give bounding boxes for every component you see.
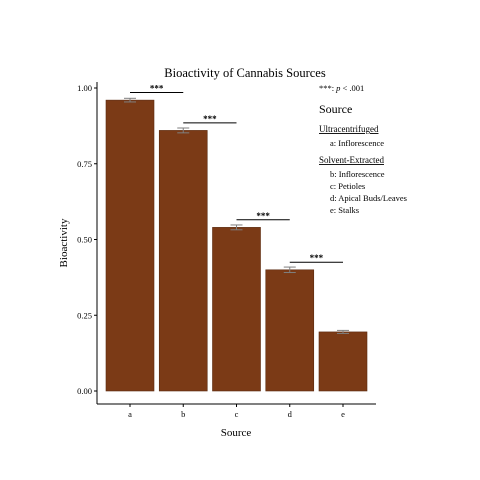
- significance-note-stars: ***:: [319, 83, 334, 93]
- significance-label: ***: [203, 114, 217, 124]
- y-tick-label: 0.50: [77, 235, 92, 245]
- legend-group-heading: Solvent-Extracted: [319, 155, 384, 165]
- bar-e: [318, 331, 368, 392]
- y-tick-label: 1.00: [77, 83, 92, 93]
- bars: [105, 99, 368, 392]
- significance-note-italic: p: [335, 83, 340, 93]
- significance-label: ***: [150, 84, 164, 94]
- x-tick-label: b: [181, 409, 185, 419]
- legend-item: b: Inflorescence: [330, 169, 385, 179]
- bar-c: [212, 227, 261, 392]
- y-tick-label: 0.00: [77, 386, 92, 396]
- x-tick-label: e: [341, 409, 345, 419]
- legend-item: a: Inflorescence: [330, 138, 384, 148]
- y-axis-label: Bioactivity: [58, 218, 70, 267]
- legend-title: Source: [319, 102, 352, 116]
- legend-item: d: Apical Buds/Leaves: [330, 193, 407, 203]
- bar-a: [105, 99, 155, 392]
- x-axis-label: Source: [221, 427, 252, 439]
- legend-item: e: Stalks: [330, 205, 359, 215]
- legend-group-heading: Ultracentrifuged: [319, 124, 379, 134]
- x-ticks: a b c d e: [128, 404, 345, 419]
- chart-title: Bioactivity of Cannabis Sources: [164, 66, 326, 80]
- x-tick-label: d: [288, 409, 293, 419]
- bar-d: [265, 269, 315, 392]
- x-tick-label: a: [128, 409, 132, 419]
- legend: Source Ultracentrifuged a: Inflorescence…: [319, 102, 407, 215]
- significance-note: ***: p < .001: [319, 83, 364, 93]
- significance-brackets: *** *** *** ***: [130, 84, 343, 263]
- x-tick-label: c: [235, 409, 239, 419]
- significance-note-rest: < .001: [340, 83, 364, 93]
- y-tick-label: 0.25: [77, 310, 92, 320]
- y-tick-label: 0.75: [77, 159, 92, 169]
- bar-b: [158, 130, 208, 392]
- y-ticks: 0.00 0.25 0.50 0.75 1.00: [77, 83, 97, 396]
- legend-item: c: Petioles: [330, 181, 365, 191]
- significance-label: ***: [310, 253, 324, 263]
- significance-label: ***: [256, 211, 270, 221]
- error-bars: [124, 97, 349, 334]
